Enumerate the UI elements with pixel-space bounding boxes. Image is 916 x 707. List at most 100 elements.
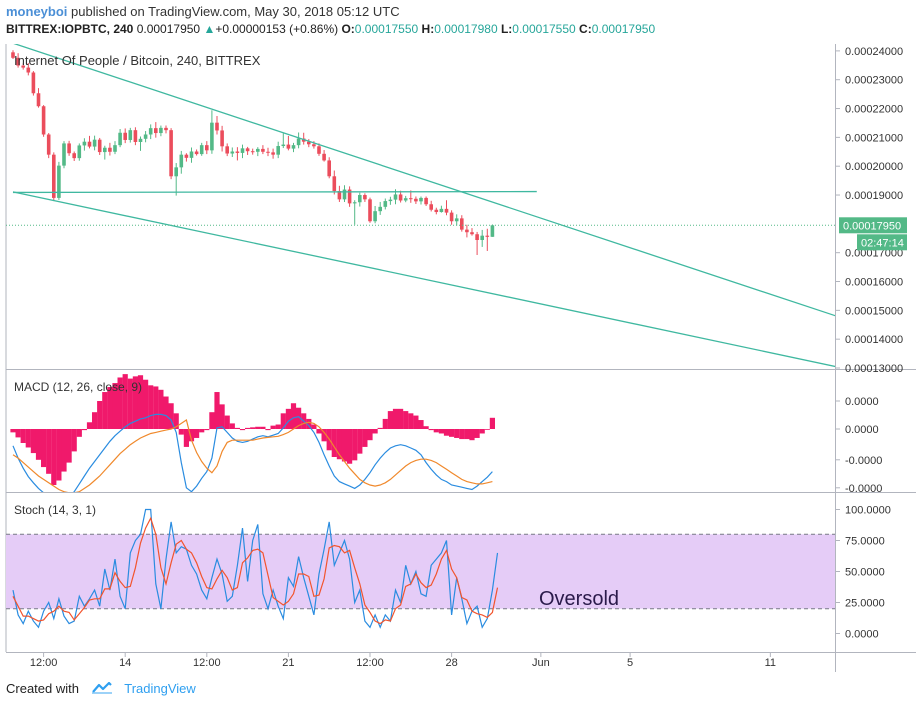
stoch-pane-title: Stoch (14, 3, 1): [14, 503, 96, 517]
high-label: H:: [421, 22, 435, 36]
macd-tick-label: -0.0000: [845, 455, 882, 467]
macd-histogram-bar: [153, 386, 159, 429]
candle-body: [46, 134, 51, 155]
x-tick-label: 12:00: [193, 657, 221, 669]
candle-body: [174, 167, 178, 177]
axis-labels: 0.00024000 0.00023000 0.00022000 0.00021000…: [30, 46, 907, 669]
x-tick-label: 14: [119, 657, 131, 669]
price-tick-label: 0.00016000: [845, 277, 903, 289]
candle-body: [409, 198, 413, 200]
macd-histogram-bar: [352, 429, 358, 461]
macd-histogram-bar: [178, 429, 184, 435]
macd-histogram-bar: [112, 383, 118, 429]
candle-body: [337, 190, 342, 200]
macd-histogram-bar: [260, 426, 266, 429]
candle-body: [378, 206, 382, 212]
macd-histogram-bar: [56, 429, 62, 481]
macd-histogram-bar: [341, 429, 348, 462]
candle-body: [41, 106, 46, 135]
chart-area[interactable]: 0.00024000 0.00023000 0.00022000 0.00021000…: [0, 0, 916, 672]
macd-histogram-bar: [102, 392, 108, 429]
macd-histogram-bar: [382, 418, 388, 429]
stoch-tick-label: 100.0000: [845, 505, 891, 517]
macd-histogram-bar: [127, 378, 133, 429]
candle-body: [118, 132, 122, 146]
candle-body: [307, 141, 311, 145]
stoch-band: [6, 534, 835, 609]
candle-body: [424, 197, 428, 205]
price-tick-label: 0.00019000: [845, 190, 903, 202]
price-pane-title: Internet Of People / Bitcoin, 240, BITTR…: [14, 53, 261, 68]
candle-body: [97, 139, 102, 153]
macd-histogram-bar: [316, 429, 322, 434]
x-tick-label: 12:00: [356, 657, 384, 669]
lower-descending-trendline: [12, 191, 835, 368]
candle-body: [368, 199, 372, 222]
candle-body: [210, 122, 214, 151]
macd-histogram-bar: [224, 415, 230, 429]
macd-histogram-bar: [35, 429, 42, 460]
candle-body: [230, 151, 235, 154]
macd-line: [12, 413, 493, 492]
candle-body: [57, 165, 61, 198]
candle-body: [199, 145, 204, 155]
tradingview-brand-link[interactable]: TradingView: [124, 681, 196, 696]
candle-body: [164, 127, 168, 131]
stoch-d-line: [12, 516, 499, 625]
stoch-pane: [6, 508, 835, 629]
candle-body: [11, 52, 15, 58]
macd-histogram-bar: [255, 426, 261, 429]
candle-body: [291, 145, 296, 149]
price-tick-label: 0.00021000: [845, 132, 903, 144]
candle-body: [250, 151, 255, 153]
macd-histogram-bar: [214, 392, 220, 429]
candle-body: [388, 199, 393, 202]
macd-histogram-bar: [367, 429, 373, 441]
macd-histogram-bar: [41, 429, 47, 468]
macd-histogram-bar: [61, 429, 67, 472]
candle-body: [169, 130, 173, 177]
macd-histogram-bar: [66, 429, 72, 463]
author-link[interactable]: moneyboi: [6, 4, 68, 19]
candle-body: [419, 197, 423, 202]
candle-body: [485, 235, 490, 237]
candle-body: [179, 154, 184, 168]
macd-histogram-bar: [143, 379, 149, 429]
candle-body: [281, 144, 286, 147]
macd-histogram-bar: [311, 424, 317, 429]
price-tick-label: 0.00013000: [845, 363, 903, 375]
macd-histogram-bar: [132, 376, 138, 429]
macd-histogram-bar: [30, 429, 36, 454]
macd-histogram-bar: [418, 420, 424, 429]
x-tick-label: 21: [282, 657, 294, 669]
price-tick-label: 0.00024000: [845, 46, 903, 58]
candle-body: [36, 93, 41, 107]
x-tick-label: Jun: [532, 657, 550, 669]
macd-histogram-bar: [433, 429, 439, 433]
published-text: published on TradingView.com, May 30, 20…: [71, 4, 400, 19]
countdown-badge: [857, 234, 907, 251]
last-price-badge: [839, 217, 907, 234]
candle-body: [128, 130, 133, 140]
macd-histogram-bar: [92, 412, 98, 429]
macd-histogram-bar: [229, 423, 235, 429]
candle-body: [123, 132, 127, 140]
candle-body: [454, 218, 459, 222]
x-tick-label: 12:00: [30, 657, 58, 669]
candle-body: [490, 225, 495, 237]
macd-histogram-bar: [250, 427, 256, 429]
macd-histogram-bar: [362, 429, 368, 447]
created-with-text: Created with: [6, 681, 79, 696]
candle-body: [220, 130, 224, 147]
macd-histogram-bar: [25, 429, 31, 448]
candle-body: [414, 198, 418, 202]
macd-histogram-bar: [474, 429, 480, 438]
tradingview-logo-icon: [91, 681, 112, 694]
macd-pane-title: MACD (12, 26, close, 9): [14, 380, 142, 394]
macd-histogram-bar: [357, 429, 363, 454]
macd-histogram-bar: [454, 429, 460, 438]
candle-body: [444, 208, 449, 213]
candle-body: [327, 160, 331, 177]
macd-histogram-bar: [15, 429, 21, 438]
macd-histogram-bar: [97, 401, 103, 429]
